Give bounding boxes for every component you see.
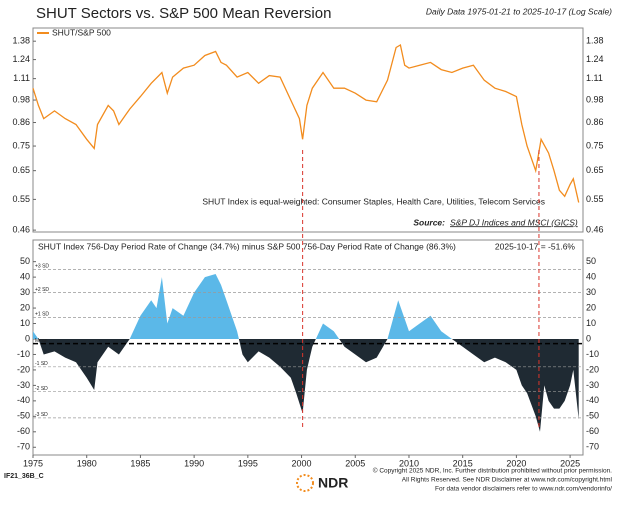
y-tick-label: 1.24 [586,54,604,64]
data-area [33,274,579,432]
x-tick-label: 1995 [238,458,258,468]
x-tick-label: 2020 [506,458,526,468]
y-tick-label: 0.75 [586,140,604,150]
y-tick-label: -10 [586,349,599,359]
data-line [32,43,580,203]
logo-mark [296,474,314,492]
y-tick-label: -20 [586,364,599,374]
y-tick-label: 20 [20,302,30,312]
x-tick-label: 1985 [130,458,150,468]
annotation: SHUT Index is equal-weighted: Consumer S… [202,196,545,206]
y-tick-label: 0.86 [12,117,30,127]
y-tick-label: 1.38 [12,36,30,46]
y-tick-label: 50 [586,256,596,266]
y-tick-label: -10 [17,349,30,359]
chart-subtitle: Daily Data 1975-01-21 to 2025-10-17 (Log… [426,6,612,16]
y-tick-label: -20 [17,364,30,374]
y-tick-label: 0.86 [586,117,604,127]
y-tick-label: -30 [17,380,30,390]
y-tick-label: 0.98 [12,94,30,104]
y-tick-label: -40 [17,395,30,405]
y-tick-label: 0.65 [586,165,604,175]
y-tick-label: -60 [17,426,30,436]
y-tick-label: -70 [586,442,599,452]
sd-label: +1 SD [35,312,49,318]
x-tick-label: 2005 [345,458,365,468]
logo: NDR [318,475,348,491]
annotation: 2025-10-17 = -51.6% [495,241,576,251]
x-tick-label: 2000 [292,458,312,468]
sd-label: +2 SD [35,287,49,293]
y-tick-label: 0.55 [12,194,30,204]
y-tick-label: 10 [20,318,30,328]
y-tick-label: 0 [586,333,591,343]
y-tick-label: -50 [17,411,30,421]
y-tick-label: 50 [20,256,30,266]
sd-label: -2 SD [35,386,48,392]
y-tick-label: 1.38 [586,36,604,46]
y-tick-label: -50 [586,411,599,421]
copyright: All Rights Reserved. See NDR Disclaimer … [402,477,613,484]
sd-label: -3 SD [35,412,48,418]
y-tick-label: 1.11 [13,73,30,83]
y-tick-label: -70 [17,442,30,452]
y-tick-label: 0.75 [12,140,30,150]
y-tick-label: -30 [586,380,599,390]
y-tick-label: 0.65 [12,165,30,175]
chart-title: SHUT Sectors vs. S&P 500 Mean Reversion [36,5,331,22]
y-tick-label: 1.24 [12,54,30,64]
x-tick-label: 2015 [453,458,473,468]
sd-label: +3 SD [35,264,49,270]
y-tick-label: 0.98 [586,94,604,104]
y-tick-label: 1.11 [586,73,603,83]
sd-label: -1 SD [35,361,48,367]
x-tick-label: 1990 [184,458,204,468]
y-tick-label: 0.46 [586,224,604,234]
copyright: For data vendor disclaimers refer to www… [435,486,612,493]
y-tick-label: -40 [586,395,599,405]
sd-label: Mean [35,338,48,344]
y-tick-label: 40 [20,271,30,281]
plot-frame [32,27,584,233]
y-tick-label: 10 [586,318,596,328]
x-tick-label: 1980 [77,458,97,468]
y-tick-label: 30 [20,287,30,297]
y-tick-label: 40 [586,271,596,281]
panel-title: SHUT Index 756-Day Period Rate of Change… [38,241,456,251]
source-label: Source: [413,217,445,227]
y-tick-label: 20 [586,302,596,312]
copyright: © Copyright 2025 NDR, Inc. Further distr… [373,467,612,475]
legend-label: SHUT/S&P 500 [52,27,111,37]
y-tick-label: 0.46 [12,224,30,234]
chart-code: IF21_36B_C [4,473,44,480]
source: S&P DJ Indices and MSCI (GICS) [450,217,578,227]
x-tick-label: 2025 [560,458,580,468]
x-tick-label: 2010 [399,458,419,468]
y-tick-label: -60 [586,426,599,436]
plot-frame [32,239,584,456]
y-tick-label: 0 [25,333,30,343]
y-tick-label: 30 [586,287,596,297]
y-tick-label: 0.55 [586,194,604,204]
x-tick-label: 1975 [23,458,43,468]
